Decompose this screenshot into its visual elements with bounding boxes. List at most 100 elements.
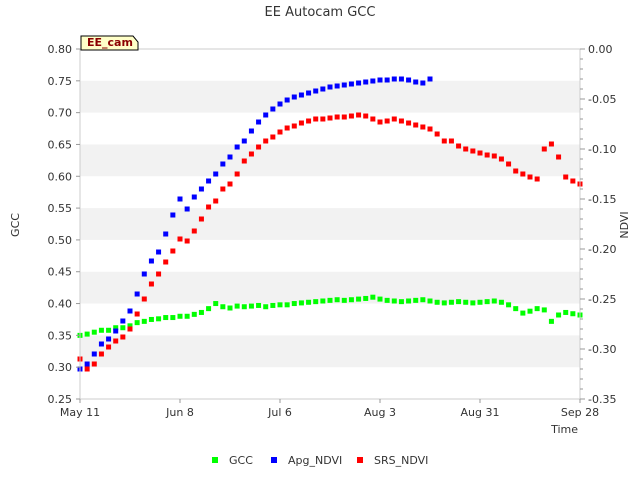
data-point — [291, 301, 297, 307]
data-point — [513, 168, 519, 174]
data-point — [277, 302, 283, 308]
legend: GCC Apg_NDVI SRS_NDVI — [212, 454, 428, 467]
series-srs-ndvi-points — [77, 112, 583, 372]
y2-tick-label: -0.25 — [588, 293, 616, 306]
data-point — [91, 351, 97, 357]
data-point — [306, 118, 312, 124]
data-point — [384, 77, 390, 83]
data-point — [170, 315, 176, 321]
data-point — [313, 299, 319, 305]
data-point — [134, 291, 140, 297]
data-point — [184, 238, 190, 244]
data-point — [341, 114, 347, 120]
data-point — [256, 144, 262, 150]
legend-swatch — [271, 457, 277, 463]
data-point — [456, 299, 462, 305]
data-point — [413, 122, 419, 128]
y-tick-label: 0.75 — [48, 75, 73, 88]
data-point — [470, 300, 476, 306]
data-point — [234, 144, 240, 150]
data-point — [198, 186, 204, 192]
data-point — [220, 161, 226, 167]
series-apg-ndvi-points — [77, 76, 433, 372]
data-point — [534, 176, 540, 182]
data-point — [491, 153, 497, 159]
data-point — [148, 258, 154, 264]
data-point — [234, 303, 240, 309]
y2-tick-label: -0.05 — [588, 93, 616, 106]
data-point — [127, 308, 133, 314]
data-point — [163, 315, 169, 321]
data-point — [527, 308, 533, 314]
y-tick-label: 0.55 — [48, 202, 73, 215]
data-point — [548, 141, 554, 147]
data-point — [198, 309, 204, 315]
data-point — [320, 298, 326, 304]
data-point — [84, 331, 90, 337]
y-tick-label: 0.35 — [48, 329, 73, 342]
data-point — [563, 309, 569, 315]
data-point — [284, 302, 290, 308]
data-point — [198, 216, 204, 222]
y-tick-label: 0.50 — [48, 234, 73, 247]
data-point — [420, 297, 426, 303]
badge-label: EE_cam — [87, 36, 133, 49]
data-point — [263, 138, 269, 144]
data-point — [313, 88, 319, 94]
data-point — [398, 76, 404, 82]
data-point — [406, 120, 412, 126]
data-point — [113, 325, 119, 331]
data-point — [391, 76, 397, 82]
data-point — [148, 316, 154, 322]
data-point — [163, 231, 169, 237]
data-point — [363, 79, 369, 85]
data-point — [370, 294, 376, 300]
data-point — [270, 302, 276, 308]
data-point — [356, 296, 362, 302]
data-point — [248, 303, 254, 309]
data-point — [84, 366, 90, 372]
data-point — [484, 299, 490, 305]
data-point — [84, 361, 90, 367]
data-point — [106, 336, 112, 342]
data-point — [206, 204, 212, 210]
data-point — [234, 171, 240, 177]
y2-axis-label: NDVI — [618, 211, 631, 238]
y2-tick-label: -0.10 — [588, 143, 616, 156]
legend-label: SRS_NDVI — [374, 454, 428, 467]
data-point — [413, 79, 419, 85]
data-point — [556, 312, 562, 318]
y2-tick-label: -0.15 — [588, 193, 616, 206]
data-point — [141, 318, 147, 324]
data-point — [448, 138, 454, 144]
data-point — [341, 297, 347, 303]
data-point — [298, 300, 304, 306]
data-point — [163, 259, 169, 265]
grid-band — [80, 208, 580, 240]
x-tick-label: Aug 3 — [364, 406, 396, 419]
data-point — [306, 299, 312, 305]
data-point — [341, 82, 347, 88]
y-tick-label: 0.25 — [48, 393, 73, 406]
data-point — [120, 334, 126, 340]
data-point — [520, 171, 526, 177]
data-point — [420, 124, 426, 130]
y-tick-label: 0.70 — [48, 107, 73, 120]
y2-tick-label: -0.20 — [588, 243, 616, 256]
y-tick-label: 0.80 — [48, 43, 73, 56]
data-point — [327, 297, 333, 303]
data-point — [491, 298, 497, 304]
x-tick-label: Jun 8 — [165, 406, 194, 419]
data-point — [227, 154, 233, 160]
data-point — [256, 119, 262, 125]
data-point — [506, 161, 512, 167]
data-point — [220, 186, 226, 192]
data-point — [291, 94, 297, 100]
data-point — [141, 296, 147, 302]
data-point — [534, 306, 540, 312]
data-point — [363, 295, 369, 301]
y-tick-label: 0.30 — [48, 361, 73, 374]
y-axis-label: GCC — [9, 213, 22, 237]
data-point — [406, 77, 412, 83]
data-point — [398, 299, 404, 305]
